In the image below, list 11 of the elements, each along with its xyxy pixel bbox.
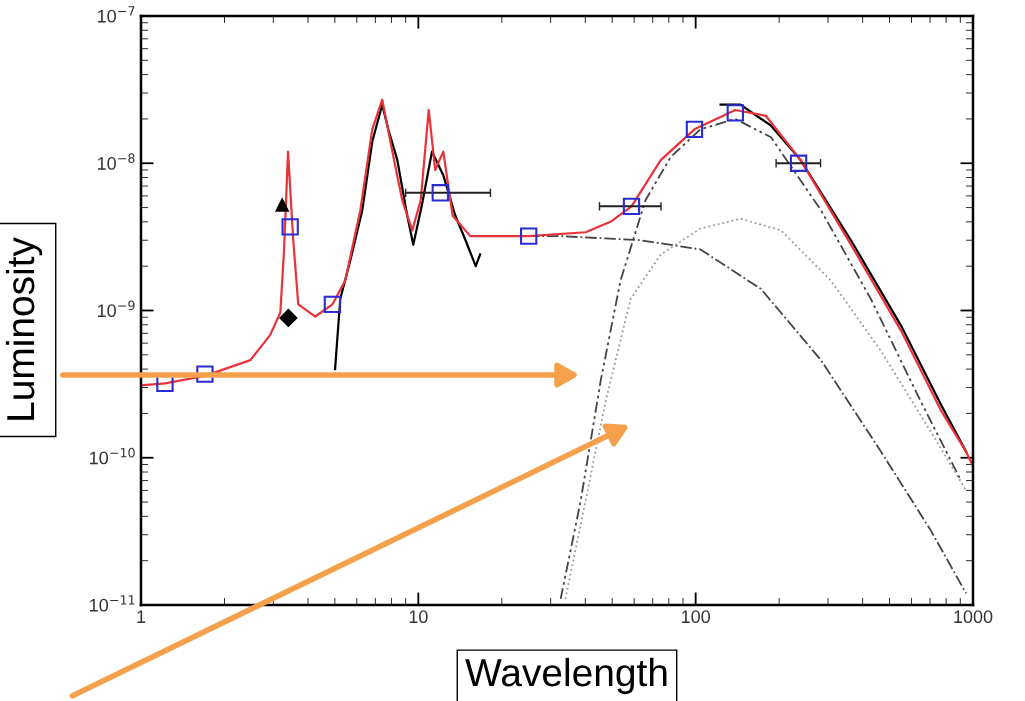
y-tick-label: 10$^{−11}$ — [90, 595, 135, 612]
x-tick-label: 10 — [409, 610, 428, 624]
x-tick-label: 100 — [681, 610, 711, 624]
x-tick-label: 1 — [137, 610, 146, 623]
y-axis-title: Luminosity — [5, 237, 43, 420]
y-tick-label: 10$^{−10}$ — [90, 447, 135, 465]
y-tick-label: 10$^{−8}$ — [97, 153, 135, 170]
y-tick-label: 10$^{−7}$ — [97, 6, 135, 23]
x-axis-title: Wavelength — [465, 657, 667, 695]
x-tick-label: 1000 — [954, 610, 993, 624]
y-tick-label: 10$^{−9}$ — [97, 300, 135, 318]
